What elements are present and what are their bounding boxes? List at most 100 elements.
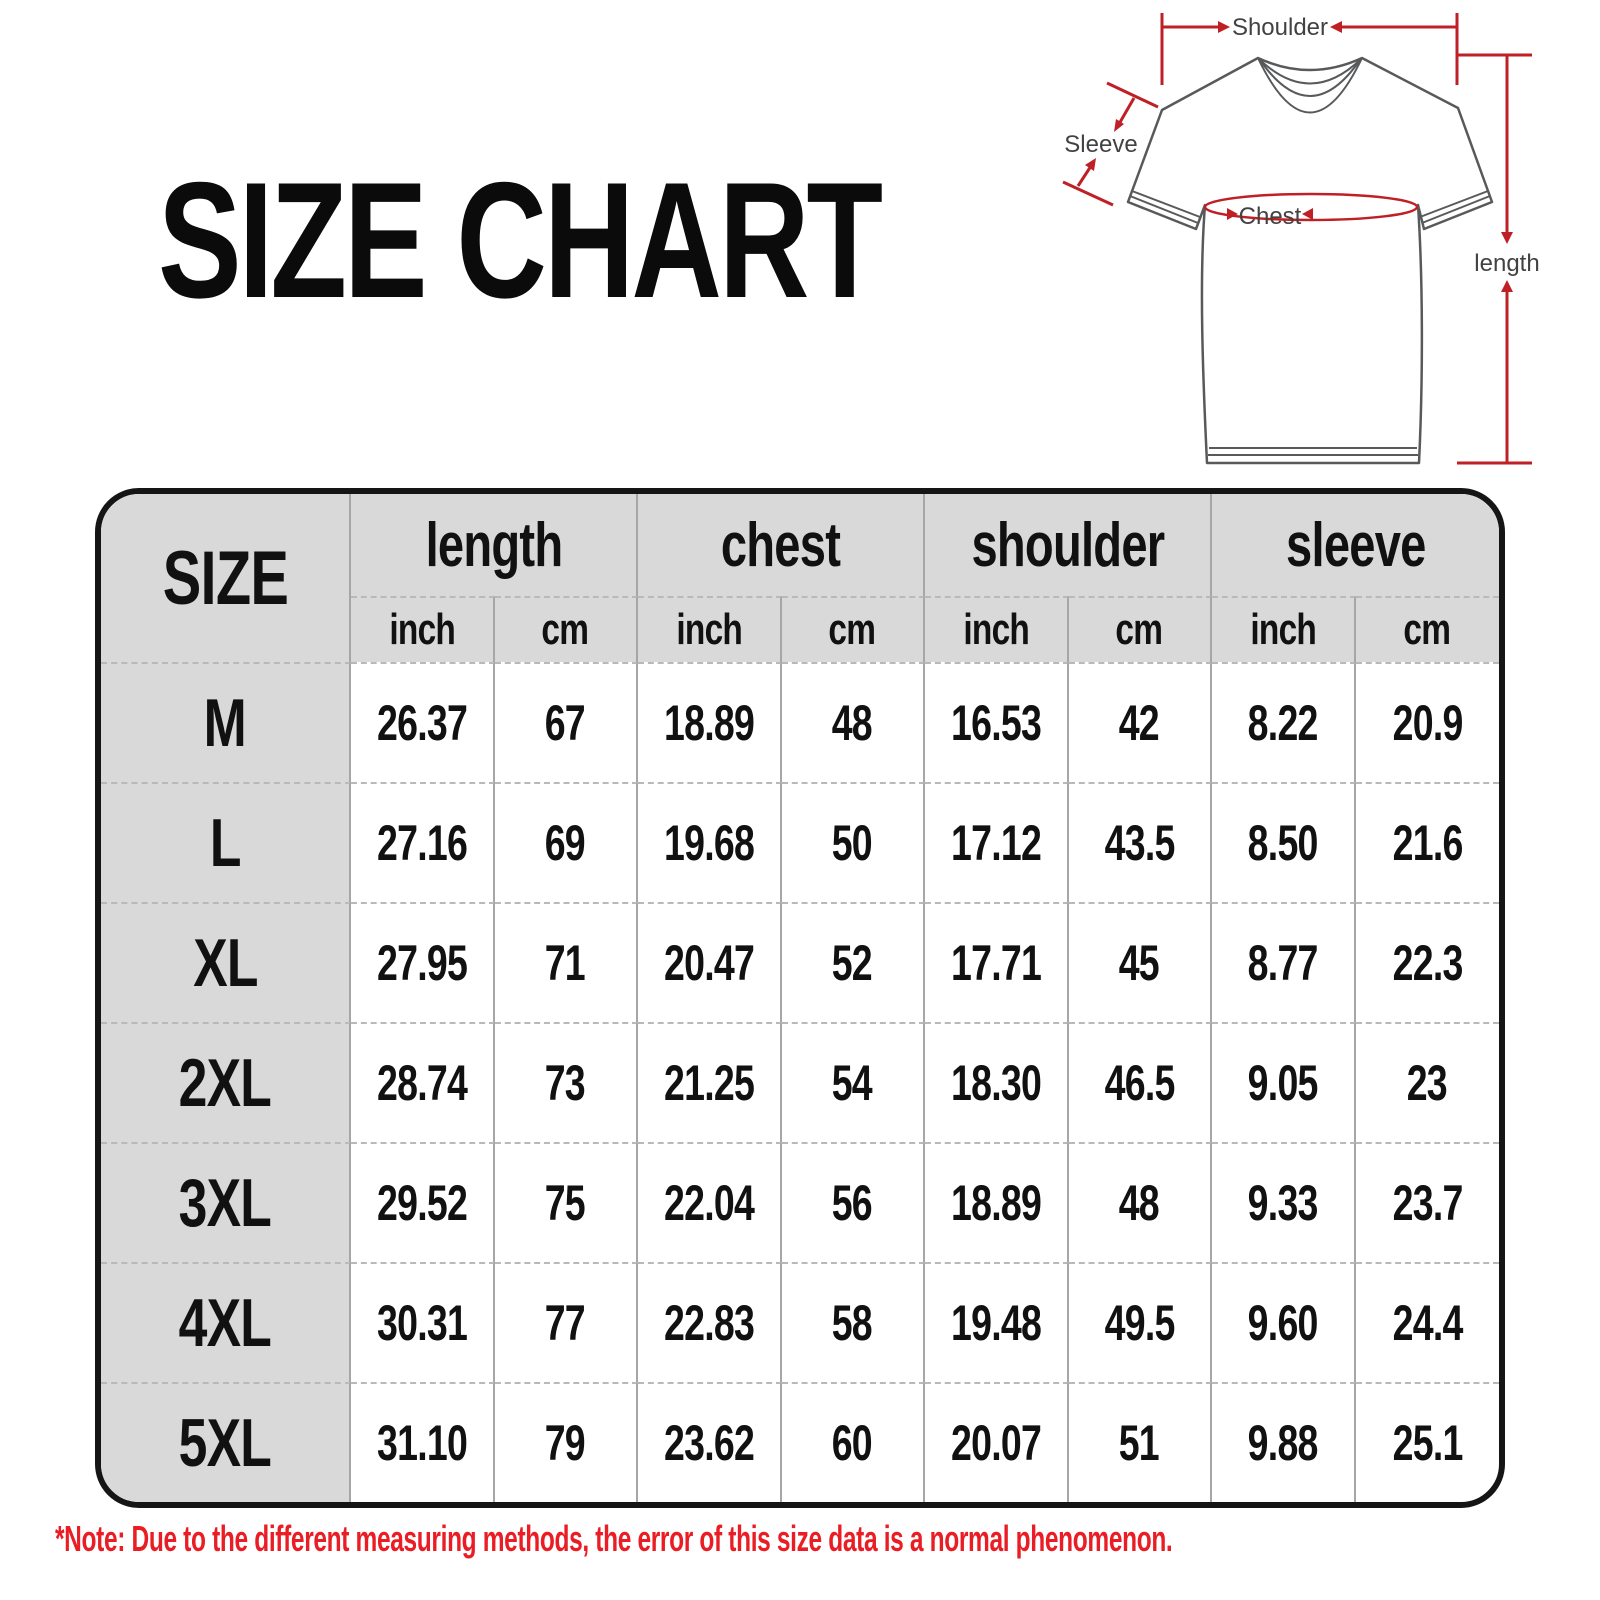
chest-ellipse [1203,192,1419,222]
measurement-cell: 46.5 [1068,1022,1212,1142]
measurement-cell: 23 [1355,1022,1499,1142]
arrowhead [1218,21,1230,33]
arrowhead [1227,208,1238,220]
measurement-cell: 23.62 [638,1382,782,1502]
measurement-cell: 43.5 [1068,782,1212,902]
row-size-label: 3XL [101,1142,351,1262]
measurement-cell: 8.50 [1212,782,1356,902]
unit-header: cm [1068,596,1212,662]
measurement-cell: 77 [494,1262,638,1382]
arrowhead [1085,158,1096,171]
measurement-cell: 52 [781,902,925,1022]
measurement-cell: 45 [1068,902,1212,1022]
arrowhead [1501,280,1513,292]
measurement-cell: 48 [781,662,925,782]
right-cuff-line [1419,190,1489,218]
unit-header: cm [781,596,925,662]
measurement-cell: 67 [494,662,638,782]
tshirt-outline [1126,56,1494,465]
collar-rib-arc [1259,59,1361,97]
measurement-cell: 9.60 [1212,1262,1356,1382]
arrowhead [1302,208,1313,220]
measurement-cell: 27.16 [351,782,495,902]
measurement-cell: 48 [1068,1142,1212,1262]
row-size-label: 4XL [101,1262,351,1382]
row-size-label: 5XL [101,1382,351,1502]
unit-header: inch [351,596,495,662]
measurement-cell: 9.88 [1212,1382,1356,1502]
measurement-cell: 22.83 [638,1262,782,1382]
left-cuff-line [1129,195,1199,224]
measurement-cell: 26.37 [351,662,495,782]
row-size-label: XL [101,902,351,1022]
unit-header: cm [494,596,638,662]
tshirt-measurement-diagram: Shoulder length Sleeve Chest [1062,13,1540,465]
measurement-cell: 20.47 [638,902,782,1022]
row-size-label: 2XL [101,1022,351,1142]
measurement-cell: 17.71 [925,902,1069,1022]
measurement-cell: 29.52 [351,1142,495,1262]
measurement-cell: 31.10 [351,1382,495,1502]
measurement-cell: 18.89 [925,1142,1069,1262]
arrowhead [1330,21,1342,33]
measurement-cell: 17.12 [925,782,1069,902]
measurement-cell: 73 [494,1022,638,1142]
measurement-cell: 22.04 [638,1142,782,1262]
collar-outer-arc [1257,57,1363,114]
unit-header: inch [1212,596,1356,662]
size-column-header: SIZE [101,494,351,662]
measurement-cell: 25.1 [1355,1382,1499,1502]
length-measure [1457,53,1532,465]
measurement-cell: 60 [781,1382,925,1502]
measurement-cell: 16.53 [925,662,1069,782]
measurement-cell: 75 [494,1142,638,1262]
measurement-cell: 20.07 [925,1382,1069,1502]
page-title: SIZE CHART [158,148,883,332]
sleeve-measure [1062,81,1159,207]
measurement-cell: 42 [1068,662,1212,782]
measurement-cell: 22.3 [1355,902,1499,1022]
measurement-cell: 28.74 [351,1022,495,1142]
chest-label: Chest [1239,203,1302,230]
measurement-cell: 79 [494,1382,638,1502]
right-cuff-line [1421,195,1491,224]
group-header-shoulder: shoulder [925,494,1212,596]
group-header-sleeve: sleeve [1212,494,1499,596]
measurement-cell: 8.22 [1212,662,1356,782]
measurement-cell: 9.33 [1212,1142,1356,1262]
measurement-cell: 54 [781,1022,925,1142]
measurement-cell: 21.25 [638,1022,782,1142]
measurement-cell: 30.31 [351,1262,495,1382]
measurement-cell: 24.4 [1355,1262,1499,1382]
unit-header: inch [925,596,1069,662]
measurement-cell: 49.5 [1068,1262,1212,1382]
shoulder-measure [1160,13,1459,85]
row-size-label: M [101,662,351,782]
measurement-cell: 19.68 [638,782,782,902]
measurement-cell: 27.95 [351,902,495,1022]
measure-note: *Note: Due to the different measuring me… [55,1518,1173,1559]
measurement-cell: 19.48 [925,1262,1069,1382]
group-header-length: length [351,494,638,596]
arrowhead [1501,232,1513,244]
left-cuff-line [1131,190,1201,218]
measurement-cell: 9.05 [1212,1022,1356,1142]
measurement-cell: 51 [1068,1382,1212,1502]
group-header-chest: chest [638,494,925,596]
collar-rib-arc [1258,58,1362,85]
shoulder-label: Shoulder [1232,14,1328,41]
sleeve-label: Sleeve [1064,131,1137,158]
measurement-cell: 21.6 [1355,782,1499,902]
measurement-cell: 56 [781,1142,925,1262]
arrowhead [1114,119,1124,132]
measurement-cell: 20.9 [1355,662,1499,782]
measurement-cell: 18.89 [638,662,782,782]
size-table: SIZE length chest shoulder sleeve inch c… [95,488,1505,1508]
measurement-cell: 69 [494,782,638,902]
measurement-cell: 58 [781,1262,925,1382]
measurement-cell: 71 [494,902,638,1022]
measurement-cell: 50 [781,782,925,902]
length-label: length [1474,250,1539,277]
row-size-label: L [101,782,351,902]
